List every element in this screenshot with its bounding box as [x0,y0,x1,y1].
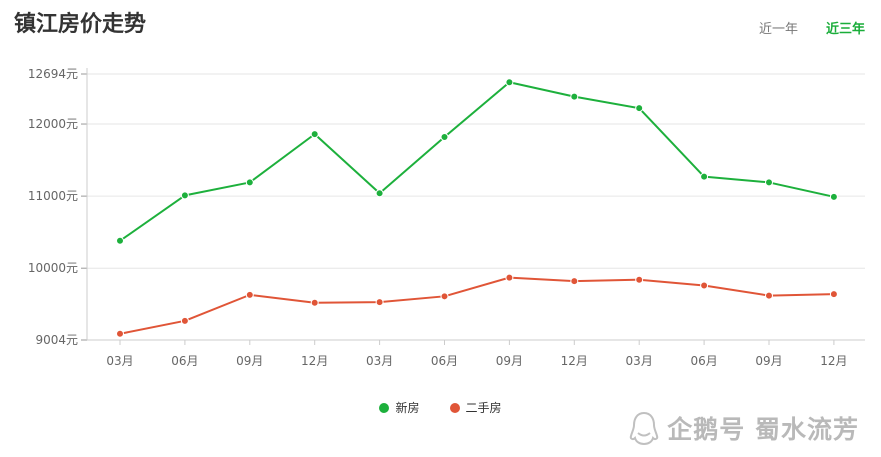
legend-dot-icon [379,402,390,413]
tab-one-year[interactable]: 近一年 [758,22,798,37]
x-tick-label: 09月 [755,354,782,368]
data-point [635,275,644,284]
data-point [440,292,449,301]
data-point [116,329,124,338]
data-point [116,236,124,245]
x-tick-label: 09月 [236,354,263,368]
legend-item-new[interactable]: 新房 [379,399,420,416]
x-tick-label: 03月 [366,354,393,368]
data-point [245,178,254,187]
data-point [180,316,189,325]
tab-three-years[interactable]: 近三年 [825,22,865,37]
data-point [765,291,773,300]
y-tick-label: 9004元 [35,333,78,347]
x-tick-label: 06月 [171,354,198,368]
x-tick-label: 12月 [820,354,847,368]
data-point [700,172,709,181]
y-tick-label: 12000元 [28,117,78,131]
data-point [505,273,514,282]
data-point [829,192,838,201]
data-point [245,290,254,299]
data-point [505,78,514,87]
watermark-text: 企鹅号 蜀水流芳 [667,415,859,444]
data-point [635,104,644,113]
data-point [375,189,384,198]
data-point [570,92,579,101]
data-point [180,191,189,200]
data-point [375,298,384,307]
x-tick-label: 03月 [106,354,133,368]
y-tick-label: 11000元 [28,189,78,203]
data-point [310,298,319,307]
legend-item-second-hand[interactable]: 二手房 [449,399,502,416]
grid-lines [87,73,865,341]
x-tick-label: 12月 [561,354,588,368]
data-point [570,277,579,286]
y-axis: 9004元 10000元 11000元 12000元 12694元 [28,67,88,347]
legend-dot-icon [449,402,460,413]
page-title: 镇江房价走势 [14,12,147,37]
legend-label: 新房 [395,401,420,415]
data-point [440,133,449,142]
legend: 新房 二手房 [0,399,881,416]
range-tabs: 近一年 近三年 [759,18,865,37]
watermark: 企鹅号 蜀水流芳 [629,410,859,446]
legend-label: 二手房 [465,401,502,415]
y-tick-label: 12694元 [28,67,78,81]
data-point [765,178,773,187]
penguin-icon [630,411,659,445]
x-tick-label: 12月 [301,354,328,368]
series-line [119,81,835,242]
series [116,78,838,338]
x-axis: 03月 06月 09月 12月 03月 06月 09月 12月 03月 06月 09月 12月 [87,339,865,368]
series-line [119,276,834,335]
y-tick-label: 10000元 [28,261,78,275]
data-point [829,290,838,299]
data-point [310,130,319,139]
x-tick-label: 06月 [431,354,458,368]
price-trend-chart: 9004元 10000元 11000元 12000元 12694元 03月 06月 09月 1… [28,67,865,368]
data-point [700,281,709,290]
x-tick-label: 03月 [626,354,653,368]
x-tick-label: 06月 [690,354,717,368]
x-tick-label: 09月 [496,354,523,368]
